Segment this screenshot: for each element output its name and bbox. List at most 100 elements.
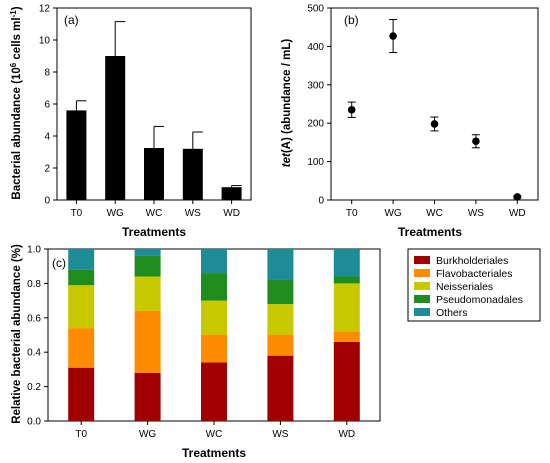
stacked-bar-segment [134, 310, 161, 373]
stacked-bar-segment [201, 362, 227, 421]
stacked-bar-segment [267, 355, 294, 421]
y-tick-label: 12 [39, 4, 51, 15]
panel-b-scatter-chart: tet(A) (abundance / mL) Treatments (b) 0… [281, 4, 539, 239]
legend-swatch [414, 269, 430, 277]
stacked-bar-segment [68, 285, 95, 329]
data-point [513, 193, 522, 201]
bar [144, 148, 164, 200]
data-point [472, 137, 480, 146]
y-tick-label: 400 [307, 42, 324, 53]
panel-c-y-axis-label: Relative bacterial abundance (%) [11, 244, 23, 424]
y-tick-label: 10 [39, 36, 51, 47]
panel-a-bar-chart: Bacterial abundance (106 cells ml-1) Tre… [9, 4, 252, 239]
stacked-bar-segment [201, 300, 227, 335]
x-tick-label: WC [206, 429, 223, 440]
y-tick-label: 1.0 [27, 245, 41, 256]
y-tick-label: 8 [44, 68, 50, 79]
panel-c-legend: BurkholderialesFlavobacterialesNeisseria… [407, 248, 541, 322]
legend-label: Pseudomonadales [436, 294, 523, 306]
panel-c-label: (c) [52, 256, 66, 270]
label-superscript: 6 [9, 62, 18, 67]
panel-a-label: (a) [64, 13, 79, 27]
data-point [430, 120, 439, 128]
legend-label: Flavobacteriales [436, 268, 512, 280]
panel-b-y-axis-label: tet(A) (abundance / mL) [281, 39, 293, 168]
y-tick-label: 300 [307, 80, 324, 91]
label-part: Bacterial abundance (10 [11, 67, 23, 199]
stacked-bar-segment [201, 335, 227, 363]
x-tick-label: WD [509, 208, 526, 219]
legend-label: Burkholderiales [436, 255, 508, 267]
stacked-bar-segment [134, 249, 161, 256]
x-tick-label: WS [272, 429, 288, 440]
stacked-bar-segment [68, 367, 95, 421]
y-tick-label: 0.2 [27, 382, 41, 393]
bar [221, 187, 242, 200]
legend-label: Others [436, 307, 468, 319]
x-tick-label: WD [223, 208, 240, 219]
panel-c-stacked-bar-chart: Relative bacterial abundance (%) Treatme… [11, 244, 541, 460]
y-tick-label: 0.4 [27, 348, 41, 359]
legend-swatch [414, 308, 430, 316]
stacked-bar-segment [267, 279, 294, 305]
panel-c-x-axis-label: Treatments [182, 446, 246, 460]
stacked-bar-segment [333, 276, 360, 284]
label-superscript: -1 [9, 10, 18, 18]
y-tick-label: 0.0 [27, 417, 41, 428]
panel-b-x-axis-label: Treatments [398, 225, 462, 239]
x-tick-label: T0 [71, 208, 83, 219]
x-tick-label: WS [185, 208, 201, 219]
data-point [389, 32, 397, 40]
bar [105, 56, 126, 200]
stacked-bar-segment [267, 249, 294, 280]
x-tick-label: T0 [346, 208, 358, 219]
y-tick-label: 0 [318, 196, 324, 207]
y-tick-label: 0.8 [27, 279, 41, 290]
legend-swatch [414, 282, 430, 290]
y-tick-label: 200 [307, 119, 324, 130]
stacked-bar-segment [201, 249, 227, 274]
x-tick-label: WG [107, 208, 124, 219]
x-tick-label: WC [146, 208, 163, 219]
y-tick-label: 500 [307, 4, 324, 15]
stacked-bar-segment [201, 273, 227, 301]
bar [182, 148, 203, 200]
bar [66, 110, 87, 200]
y-tick-label: 100 [307, 157, 324, 168]
x-tick-label: WG [384, 208, 401, 219]
stacked-bar-segment [134, 372, 161, 421]
plot-frame [330, 7, 539, 201]
x-tick-label: WD [338, 429, 355, 440]
y-tick-label: 6 [44, 100, 50, 111]
y-tick-label: 0.6 [27, 313, 41, 324]
label-part: cells ml [11, 17, 23, 62]
panel-a-y-axis-label: Bacterial abundance (106 cells ml-1) [9, 6, 23, 199]
stacked-bar-segment [333, 249, 360, 277]
x-tick-label: T0 [75, 429, 87, 440]
legend-swatch [414, 295, 430, 303]
stacked-bar-segment [68, 269, 95, 286]
x-tick-label: WC [426, 208, 443, 219]
y-tick-label: 2 [44, 164, 50, 175]
stacked-bar-segment [267, 335, 294, 356]
stacked-bar-segment [333, 341, 360, 421]
panel-a-x-axis-label: Treatments [122, 225, 186, 239]
panel-b-label: (b) [344, 13, 359, 27]
stacked-bar-segment [267, 304, 294, 335]
stacked-bar-segment [333, 331, 360, 342]
label-part: ) [11, 6, 23, 10]
x-tick-label: WG [139, 429, 156, 440]
stacked-bar-segment [134, 255, 161, 277]
stacked-bar-segment [68, 249, 95, 270]
y-tick-label: 4 [44, 132, 50, 143]
stacked-bar-segment [68, 328, 95, 368]
label-part: (A) (abundance / mL) [281, 39, 293, 154]
label-italic: tet [281, 152, 293, 167]
stacked-bar-segment [333, 283, 360, 332]
y-tick-label: 0 [44, 196, 50, 207]
legend-label: Neisseriales [436, 281, 493, 293]
data-point [347, 105, 356, 114]
stacked-bar-segment [134, 276, 161, 311]
x-tick-label: WS [468, 208, 484, 219]
